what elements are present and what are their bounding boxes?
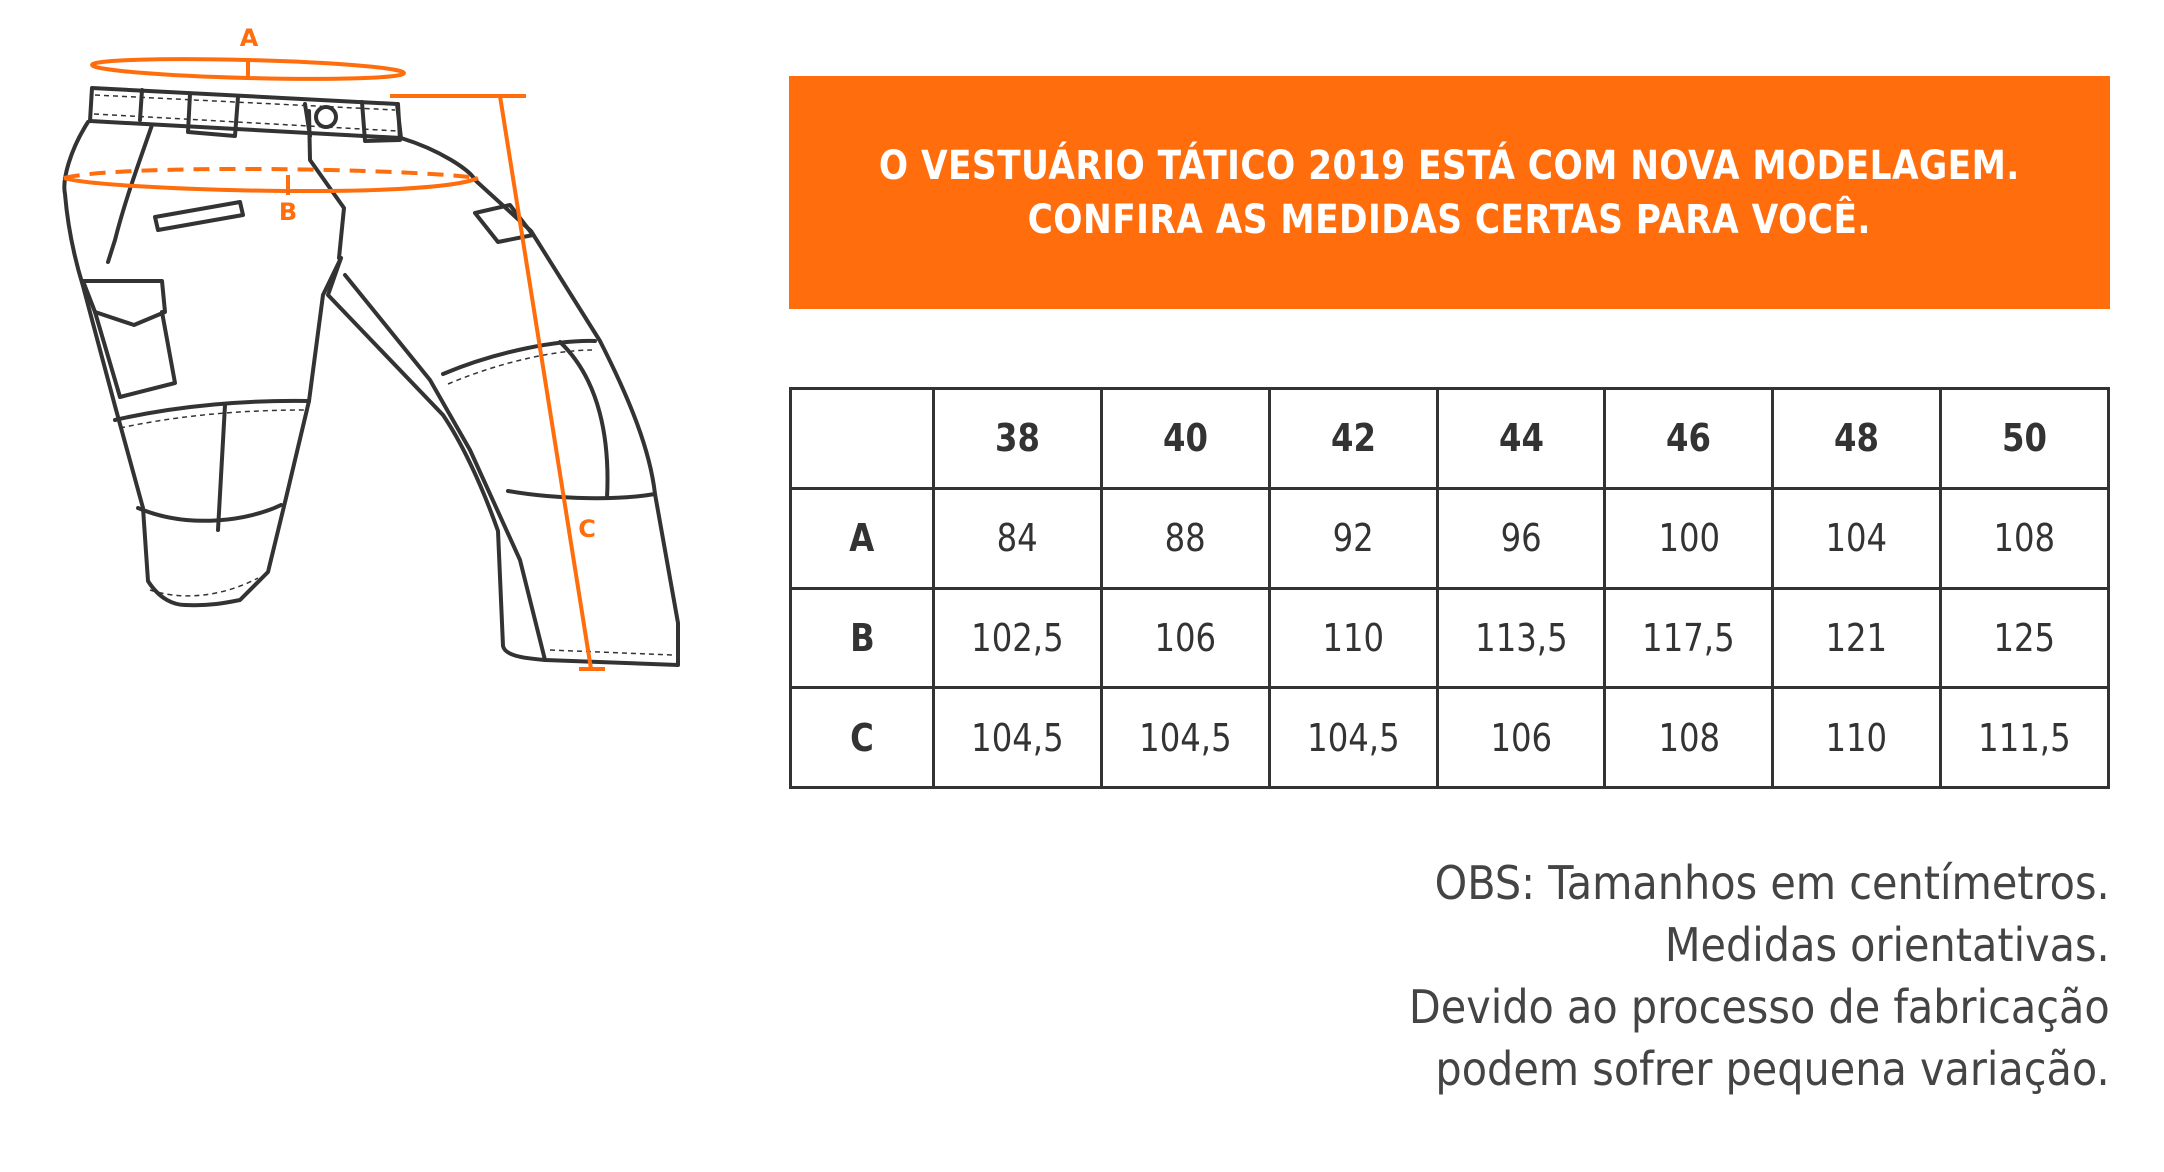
header-cell: 48 bbox=[1771, 387, 1943, 490]
label-c: C bbox=[578, 515, 596, 543]
measure-c-line bbox=[498, 95, 593, 670]
table-cell: 111,5 bbox=[1939, 686, 2110, 789]
table-row: C 104,5 104,5 104,5 106 108 110 111,5 bbox=[789, 686, 2110, 789]
table-cell: 104,5 bbox=[1267, 686, 1439, 789]
note-line: Medidas orientativas. bbox=[1665, 918, 2110, 972]
announcement-banner: O VESTUÁRIO TÁTICO 2019 ESTÁ COM NOVA MO… bbox=[789, 76, 2110, 309]
table-cell: 106 bbox=[1435, 686, 1607, 789]
header-cell: 38 bbox=[932, 387, 1103, 490]
header-cell: 42 bbox=[1267, 387, 1439, 490]
row-label: A bbox=[789, 486, 935, 590]
measurement-notes: OBS: Tamanhos em centímetros. Medidas or… bbox=[1331, 852, 2110, 1100]
table-header-row: 38 40 42 44 46 48 50 bbox=[789, 387, 2110, 490]
pants-outline bbox=[62, 86, 680, 667]
note-line: Devido ao processo de fabricação bbox=[1409, 980, 2110, 1034]
table-cell: 125 bbox=[1939, 586, 2110, 690]
note-line: OBS: Tamanhos em centímetros. bbox=[1434, 856, 2110, 910]
table-cell: 104,5 bbox=[1099, 686, 1271, 789]
table-cell: 88 bbox=[1099, 486, 1271, 590]
table-cell: 92 bbox=[1267, 486, 1439, 590]
table-cell: 104 bbox=[1771, 486, 1943, 590]
table-cell: 108 bbox=[1603, 686, 1775, 789]
table-cell: 108 bbox=[1939, 486, 2110, 590]
table-cell: 84 bbox=[932, 486, 1103, 590]
pants-measurement-diagram: A B C bbox=[62, 24, 680, 671]
table-cell: 106 bbox=[1099, 586, 1271, 690]
measurement-guides: A B C bbox=[63, 24, 605, 671]
table-cell: 121 bbox=[1771, 586, 1943, 690]
table-cell: 102,5 bbox=[932, 586, 1103, 690]
table-row: B 102,5 106 110 113,5 117,5 121 125 bbox=[789, 586, 2110, 690]
size-table: 38 40 42 44 46 48 50 A 84 88 92 96 100 1… bbox=[789, 387, 2110, 789]
banner-line-1: O VESTUÁRIO TÁTICO 2019 ESTÁ COM NOVA MO… bbox=[879, 142, 2020, 189]
header-cell: 46 bbox=[1603, 387, 1775, 490]
header-cell: 44 bbox=[1435, 387, 1607, 490]
table-cell: 113,5 bbox=[1435, 586, 1607, 690]
table-cell: 117,5 bbox=[1603, 586, 1775, 690]
table-cell: 96 bbox=[1435, 486, 1607, 590]
banner-line-2: CONFIRA AS MEDIDAS CERTAS PARA VOCÊ. bbox=[1027, 196, 1872, 243]
label-b: B bbox=[279, 198, 297, 226]
header-cell: 40 bbox=[1099, 387, 1271, 490]
row-label: C bbox=[789, 686, 935, 789]
table-row: A 84 88 92 96 100 104 108 bbox=[789, 486, 2110, 590]
table-cell: 100 bbox=[1603, 486, 1775, 590]
header-cell bbox=[789, 387, 935, 490]
measure-b-front bbox=[63, 176, 479, 194]
row-label: B bbox=[789, 586, 935, 690]
stitching bbox=[93, 94, 673, 656]
label-a: A bbox=[240, 24, 259, 52]
table-cell: 104,5 bbox=[932, 686, 1103, 789]
table-cell: 110 bbox=[1771, 686, 1943, 789]
note-line: podem sofrer pequena variação. bbox=[1435, 1042, 2110, 1096]
header-cell: 50 bbox=[1939, 387, 2110, 490]
table-cell: 110 bbox=[1267, 586, 1439, 690]
measure-b-back bbox=[63, 166, 479, 180]
